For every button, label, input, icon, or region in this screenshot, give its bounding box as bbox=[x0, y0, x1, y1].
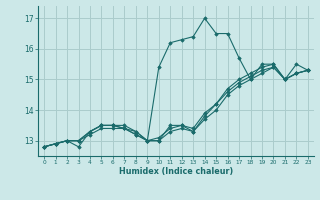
X-axis label: Humidex (Indice chaleur): Humidex (Indice chaleur) bbox=[119, 167, 233, 176]
